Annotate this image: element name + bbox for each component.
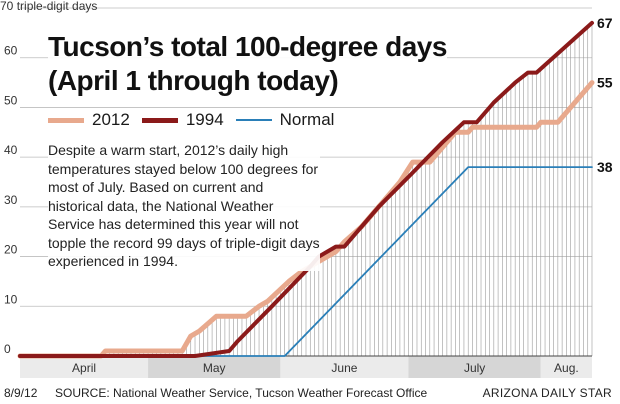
- y-tick-label: 50: [4, 93, 18, 107]
- y-tick-label: 60: [4, 44, 18, 58]
- legend-item-2012: 2012: [48, 110, 130, 130]
- y-axis-top-tick: 70: [0, 0, 14, 13]
- x-tick-label: April: [72, 361, 96, 375]
- chart-annotation: Despite a warm start, 2012’s daily high …: [48, 141, 320, 271]
- chart-title: Tucson’s total 100-degree days: [48, 31, 447, 62]
- month-band: [20, 356, 149, 378]
- footer: 8/9/12 SOURCE: National Weather Service,…: [0, 384, 620, 404]
- y-tick-label: 40: [4, 143, 18, 157]
- end-label-normal: 38: [597, 159, 613, 175]
- end-label-2012: 55: [597, 75, 613, 91]
- footer-source: SOURCE: National Weather Service, Tucson…: [55, 386, 428, 400]
- end-label-1994: 67: [597, 15, 613, 31]
- month-band: [148, 356, 281, 378]
- footer-date: 8/9/12: [4, 386, 38, 400]
- legend-label-1994: 1994: [185, 110, 224, 129]
- legend-swatch-1994: [141, 117, 178, 123]
- month-band: [408, 356, 541, 378]
- series-line-1994: [18, 20, 594, 358]
- y-tick-label: 20: [4, 243, 18, 257]
- series-line-2012: [17, 80, 595, 359]
- y-axis-title: 70 triple-digit days: [0, 0, 97, 13]
- x-tick-label: May: [203, 361, 226, 375]
- legend-item-normal: Normal: [235, 110, 335, 130]
- y-axis-label: triple-digit days: [16, 0, 98, 13]
- legend-swatch-2012: [48, 117, 84, 123]
- x-tick-label: June: [331, 361, 357, 375]
- y-tick-label: 10: [4, 292, 18, 306]
- month-band: [280, 356, 409, 378]
- legend-label-2012: 2012: [92, 110, 130, 129]
- legend-item-1994: 1994: [141, 110, 224, 130]
- chart-title-block: Tucson’s total 100-degree days (April 1 …: [48, 30, 447, 98]
- y-tick-label: 0: [4, 342, 11, 356]
- chart-subtitle: (April 1 through today): [48, 65, 339, 96]
- legend-swatch-normal: [235, 119, 272, 121]
- footer-credit: ARIZONA DAILY STAR: [482, 386, 612, 400]
- x-tick-label: July: [464, 361, 485, 375]
- legend: 2012 1994 Normal: [48, 110, 353, 130]
- legend-label-normal: Normal: [279, 110, 335, 129]
- y-tick-label: 30: [4, 193, 18, 207]
- month-band: [540, 356, 592, 378]
- x-tick-label: Aug.: [554, 361, 579, 375]
